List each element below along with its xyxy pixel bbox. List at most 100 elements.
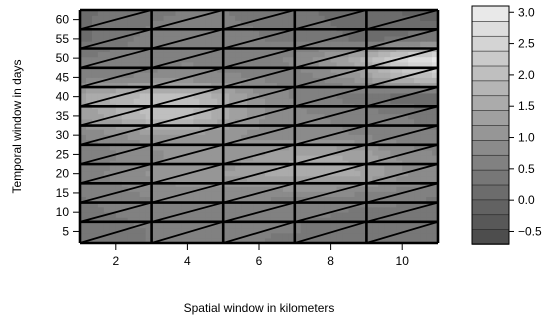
heat-cell — [420, 129, 427, 135]
heat-cell — [97, 113, 105, 120]
heat-cell — [205, 222, 212, 229]
heat-cell — [354, 41, 362, 47]
heat-cell — [187, 144, 194, 151]
colorbar-swatch — [471, 199, 510, 216]
heat-cell — [432, 154, 438, 161]
heat-cell — [247, 66, 254, 73]
heat-cell — [414, 201, 421, 208]
heat-cell — [300, 87, 308, 94]
heat-cell — [217, 35, 224, 42]
heat-cell — [318, 222, 326, 229]
heat-cell — [199, 92, 206, 99]
heat-cell — [80, 206, 87, 213]
heat-cell — [384, 191, 391, 197]
heat-cell — [384, 186, 391, 192]
heat-cell — [336, 30, 344, 37]
heat-cell — [157, 10, 165, 16]
heat-cell — [318, 154, 326, 161]
heat-cell — [223, 61, 230, 68]
heat-cell — [241, 30, 248, 37]
heat-cell — [163, 87, 171, 94]
heat-cell — [253, 232, 260, 239]
heat-cell — [199, 201, 206, 208]
colorbar-tick-label: 3.0 — [518, 5, 535, 19]
heat-cell — [199, 211, 206, 218]
heat-cell — [97, 170, 105, 177]
heat-cell — [324, 77, 332, 84]
heat-cell — [133, 191, 141, 197]
heat-cell — [414, 92, 421, 99]
heat-cell — [199, 87, 206, 94]
heat-cell — [259, 144, 266, 151]
heat-cell — [276, 196, 284, 203]
heat-cell — [276, 82, 284, 89]
heat-cell — [211, 82, 218, 89]
heat-cell — [151, 175, 159, 182]
heat-cell — [163, 232, 171, 239]
heat-cell — [253, 30, 260, 37]
heat-cell — [336, 87, 344, 94]
heat-cell — [276, 237, 284, 243]
heat-cell — [121, 41, 129, 47]
heat-cell — [384, 77, 391, 84]
heat-cell — [366, 113, 373, 120]
heat-cell — [288, 217, 296, 223]
heat-cell — [300, 175, 308, 182]
heat-cell — [402, 175, 409, 182]
heat-cell — [384, 56, 391, 63]
heat-cell — [306, 206, 314, 213]
heat-cell — [408, 211, 415, 218]
heat-cell — [336, 139, 344, 146]
heat-cell — [414, 82, 421, 89]
heat-cell — [133, 72, 141, 78]
heat-cell — [300, 15, 308, 21]
heat-cell — [378, 165, 385, 172]
heat-cell — [80, 165, 87, 172]
heat-cell — [169, 232, 177, 239]
heat-cell — [109, 77, 117, 84]
heat-cell — [378, 15, 385, 21]
heat-cell — [175, 191, 183, 197]
heat-cell — [336, 66, 344, 73]
heat-cell — [133, 232, 141, 239]
heat-cell — [163, 144, 171, 151]
heat-cell — [139, 211, 147, 218]
heat-cell — [235, 61, 242, 68]
heat-cell — [306, 165, 314, 172]
heat-cell — [324, 206, 332, 213]
heat-cell — [372, 149, 379, 156]
heat-cell — [151, 201, 159, 208]
heat-cell — [420, 92, 427, 99]
heat-cell — [300, 149, 308, 156]
heat-cell — [384, 35, 391, 42]
heat-cell — [109, 237, 117, 243]
heat-cell — [193, 186, 200, 192]
heat-cell — [378, 191, 385, 197]
heat-cell — [318, 165, 326, 172]
heat-cell — [288, 30, 296, 37]
heat-cell — [384, 41, 391, 47]
heat-cell — [270, 154, 278, 161]
heat-cell — [390, 51, 397, 58]
heat-cell — [139, 118, 147, 125]
heat-cell — [229, 20, 236, 27]
heat-cell — [175, 30, 183, 37]
heat-cell — [294, 222, 302, 229]
heat-cell — [253, 144, 260, 151]
heat-cell — [85, 108, 93, 115]
heat-cell — [324, 87, 332, 94]
heat-cell — [235, 222, 242, 229]
hatch-line — [294, 124, 367, 146]
heat-cell — [259, 211, 266, 218]
heat-cell — [121, 175, 129, 182]
heat-cell — [109, 82, 117, 89]
heat-cell — [390, 87, 397, 94]
heat-cell — [264, 77, 272, 84]
heat-cell — [306, 61, 314, 68]
heat-cell — [432, 217, 438, 223]
heat-cell — [247, 72, 254, 78]
heat-cell — [133, 41, 141, 47]
heat-cell — [211, 154, 218, 161]
heat-cell — [390, 222, 397, 229]
